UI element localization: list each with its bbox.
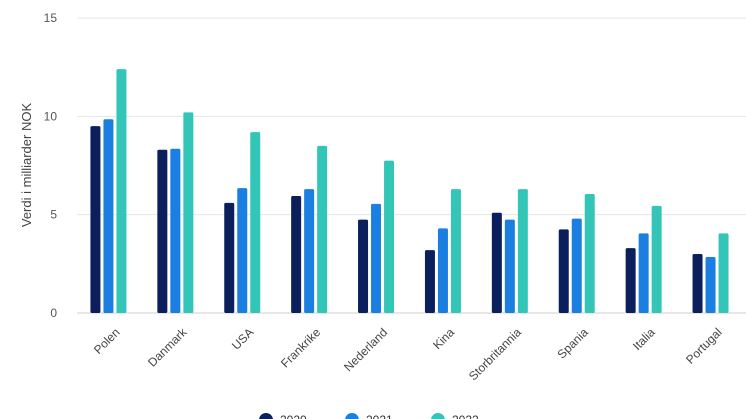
y-axis-ticks: 0 5 10 15 xyxy=(44,11,58,320)
bar-2022-polen[interactable] xyxy=(116,69,127,313)
legend-marker-2021[interactable] xyxy=(345,413,359,419)
x-category-label: Storbritannia xyxy=(466,325,524,383)
bar-2021-italia[interactable] xyxy=(638,233,649,313)
legend-marker-2022[interactable] xyxy=(431,413,445,419)
bar-2021-polen[interactable] xyxy=(103,119,114,314)
bar-2022-nederland[interactable] xyxy=(384,160,395,313)
legend: 2020 2021 2022 xyxy=(259,413,479,419)
bar-2021-kina[interactable] xyxy=(437,228,448,313)
bar-2020-usa[interactable] xyxy=(224,202,235,313)
x-category-label: Polen xyxy=(91,325,123,357)
bar-2020-storbritannia[interactable] xyxy=(491,212,502,313)
y-axis-title: Verdi i milliarder NOK xyxy=(19,103,34,228)
bar-2020-nederland[interactable] xyxy=(358,219,369,313)
legend-label-2021[interactable]: 2021 xyxy=(366,413,393,419)
bar-2020-kina[interactable] xyxy=(424,250,435,313)
bar-2022-kina[interactable] xyxy=(450,189,461,313)
y-tick-label: 5 xyxy=(50,208,57,222)
x-axis-categories: Polen Danmark USA Frankrike Nederland Kina Sto… xyxy=(91,325,725,384)
bar-2022-danmark[interactable] xyxy=(183,112,194,314)
y-tick-label: 0 xyxy=(50,306,57,320)
bar-2022-italia[interactable] xyxy=(651,205,662,313)
y-tick-label: 10 xyxy=(44,109,58,123)
bar-2020-portugal[interactable] xyxy=(692,254,703,313)
bar-2020-polen[interactable] xyxy=(90,126,101,314)
bar-2022-frankrike[interactable] xyxy=(317,145,328,313)
bar-2021-nederland[interactable] xyxy=(371,203,382,313)
bars xyxy=(90,69,729,314)
bar-2022-usa[interactable] xyxy=(250,132,261,313)
x-category-label: Italia xyxy=(630,325,658,353)
bar-2022-portugal[interactable] xyxy=(718,233,729,313)
bar-2020-danmark[interactable] xyxy=(157,149,168,313)
x-category-label: Frankrike xyxy=(278,325,323,370)
bar-2020-italia[interactable] xyxy=(625,248,636,313)
bar-2022-spania[interactable] xyxy=(584,194,595,313)
x-category-label: Kina xyxy=(430,325,457,352)
bar-2021-usa[interactable] xyxy=(237,188,248,313)
bar-2021-storbritannia[interactable] xyxy=(504,219,515,313)
x-category-label: Portugal xyxy=(683,325,725,367)
x-category-label: USA xyxy=(229,325,256,352)
legend-label-2020[interactable]: 2020 xyxy=(280,413,307,419)
legend-marker-2020[interactable] xyxy=(259,413,273,419)
bar-2021-spania[interactable] xyxy=(571,218,582,313)
x-category-label: Danmark xyxy=(145,325,190,370)
bar-2020-spania[interactable] xyxy=(558,229,569,313)
bar-2020-frankrike[interactable] xyxy=(291,195,302,313)
bar-2021-danmark[interactable] xyxy=(170,148,181,313)
bar-2021-portugal[interactable] xyxy=(705,256,716,313)
legend-label-2022[interactable]: 2022 xyxy=(452,413,479,419)
x-category-label: Spania xyxy=(555,325,592,362)
bar-2022-storbritannia[interactable] xyxy=(517,189,528,313)
x-category-label: Nederland xyxy=(341,325,390,374)
bar-2021-frankrike[interactable] xyxy=(304,189,315,313)
y-tick-label: 15 xyxy=(44,11,58,25)
